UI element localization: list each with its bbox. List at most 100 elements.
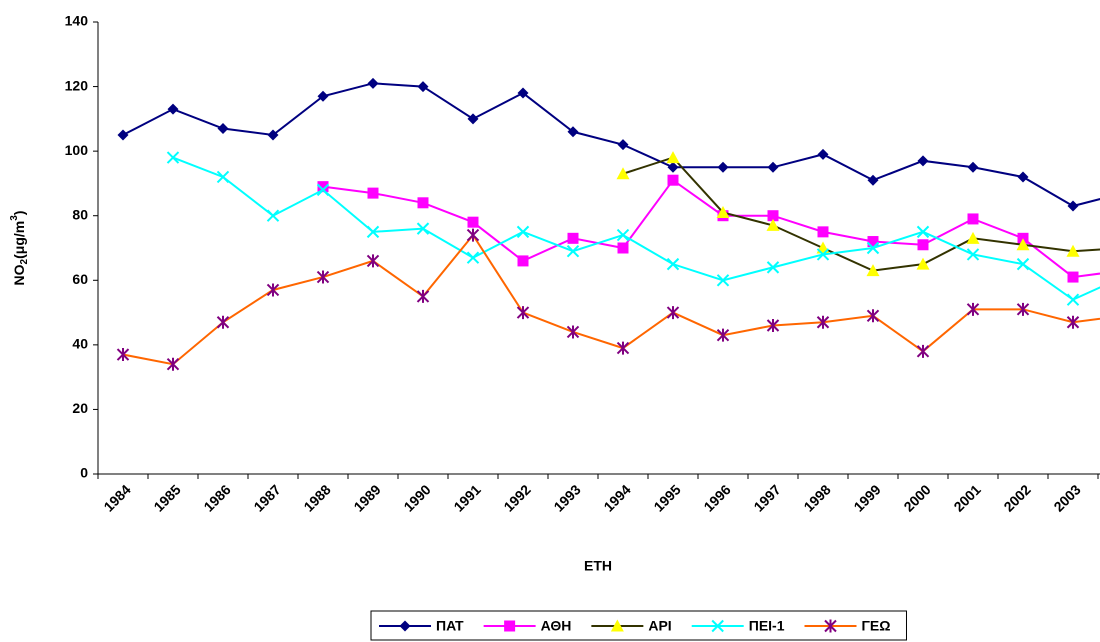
marker — [816, 248, 830, 261]
legend-label: ΓΕΩ — [862, 618, 891, 634]
series-line — [122, 233, 1100, 366]
marker — [617, 139, 629, 151]
marker — [366, 254, 380, 268]
x-tick-label: 1990 — [400, 481, 433, 514]
marker — [616, 228, 630, 242]
marker — [466, 228, 480, 242]
marker — [766, 318, 780, 332]
marker — [1016, 302, 1030, 316]
y-tick-label: 80 — [72, 206, 88, 222]
series-line — [122, 82, 1100, 208]
marker — [766, 218, 780, 231]
y-tick-label: 40 — [72, 336, 88, 352]
marker — [867, 174, 879, 186]
marker — [216, 315, 230, 329]
marker — [1017, 171, 1029, 183]
y-tick-label: 100 — [65, 142, 89, 158]
marker — [866, 241, 880, 255]
marker — [667, 161, 679, 173]
x-tick-label: 1998 — [800, 481, 833, 514]
marker — [566, 245, 580, 258]
marker — [417, 81, 429, 93]
legend-marker — [711, 619, 724, 633]
marker — [317, 181, 329, 193]
marker — [517, 255, 529, 267]
marker — [966, 231, 980, 244]
x-tick-label: 1995 — [650, 481, 683, 514]
x-tick-label: 2000 — [900, 481, 933, 514]
legend-marker — [610, 619, 624, 632]
marker — [917, 239, 929, 251]
x-tick-label: 1994 — [600, 481, 633, 514]
marker — [116, 348, 130, 362]
marker — [1016, 238, 1030, 251]
legend-label: ΠΕΙ-1 — [749, 618, 785, 634]
marker — [166, 151, 180, 164]
x-tick-label: 2002 — [1000, 481, 1033, 514]
marker — [1066, 315, 1080, 329]
legend-label: ΑΡΙ — [648, 618, 671, 634]
x-tick-label: 2001 — [950, 481, 983, 514]
marker — [567, 126, 579, 138]
x-tick-label: 1989 — [350, 481, 383, 514]
x-tick-label: 1986 — [200, 481, 233, 514]
x-tick-label: 2003 — [1050, 481, 1083, 514]
marker — [767, 210, 779, 222]
marker — [666, 151, 680, 164]
marker — [267, 129, 279, 141]
x-tick-label: 1988 — [300, 481, 333, 514]
x-tick-label: 1997 — [750, 481, 783, 514]
legend-label: ΠΑΤ — [436, 618, 464, 634]
x-tick-label: 1991 — [450, 481, 483, 514]
legend-marker — [399, 620, 411, 632]
y-tick-label: 60 — [72, 271, 88, 287]
marker — [1016, 257, 1030, 271]
x-tick-label: 1987 — [250, 481, 283, 514]
marker — [916, 344, 930, 358]
marker — [866, 309, 880, 323]
marker — [467, 113, 479, 125]
marker — [616, 167, 630, 180]
marker — [966, 248, 980, 261]
marker — [367, 187, 379, 199]
x-tick-label: 1992 — [500, 481, 533, 514]
marker — [517, 87, 529, 99]
marker — [666, 306, 680, 320]
marker — [366, 225, 380, 239]
marker — [416, 289, 430, 303]
y-tick-label: 0 — [80, 465, 88, 481]
marker — [816, 241, 830, 254]
x-tick-label: 1996 — [700, 481, 733, 514]
marker — [166, 357, 180, 371]
marker — [917, 155, 929, 167]
marker — [717, 161, 729, 173]
legend-label: ΑΘΗ — [541, 618, 572, 634]
marker — [467, 216, 479, 228]
marker — [266, 209, 280, 222]
marker — [867, 236, 879, 248]
series-line — [172, 156, 1100, 301]
y-tick-label: 20 — [72, 400, 88, 416]
y-label-part: (μg/m — [11, 221, 27, 259]
y-label-part: 3 — [9, 215, 20, 221]
marker — [416, 222, 430, 235]
marker — [367, 77, 379, 89]
legend: ΠΑΤ ΑΘΗ ΑΡΙ ΠΕΙ-1 ΓΕΩ — [379, 618, 890, 634]
marker — [1067, 200, 1079, 212]
marker — [316, 270, 330, 284]
marker — [167, 103, 179, 115]
marker — [716, 274, 730, 287]
marker — [667, 174, 679, 186]
marker — [616, 341, 630, 355]
marker — [516, 225, 530, 239]
x-tick-label: 1985 — [150, 481, 183, 514]
y-label-part: ) — [11, 211, 27, 216]
y-tick-label: 140 — [65, 13, 89, 29]
marker — [466, 251, 480, 264]
marker — [216, 170, 230, 184]
marker — [817, 226, 829, 238]
marker — [966, 302, 980, 316]
y-tick-label: 120 — [65, 77, 89, 93]
marker — [617, 242, 629, 254]
marker — [716, 205, 730, 218]
